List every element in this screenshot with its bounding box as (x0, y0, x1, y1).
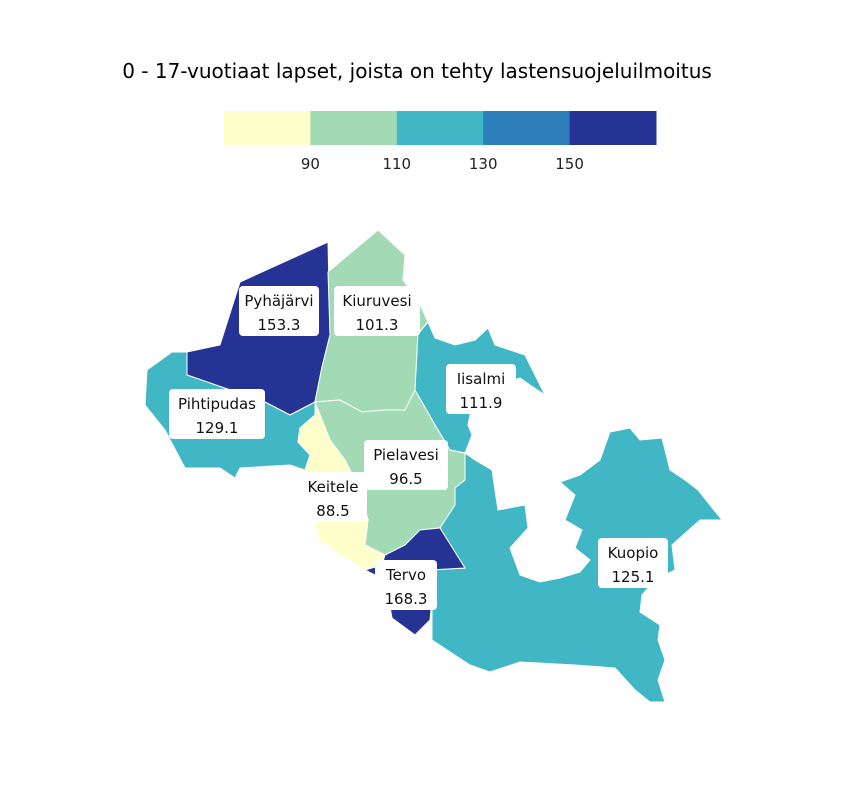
region-value: 111.9 (460, 394, 503, 412)
region-value: 88.5 (316, 502, 349, 520)
label-pihtipudas: Pihtipudas 129.1 (169, 389, 265, 439)
region-name: Pielavesi (373, 446, 439, 464)
label-box (299, 472, 367, 522)
label-box (598, 538, 668, 588)
label-box (375, 560, 437, 610)
region-name: Tervo (385, 566, 426, 584)
label-pyhajarvi: Pyhäjärvi 153.3 (239, 286, 319, 336)
label-box (239, 286, 319, 336)
legend-tick-130: 130 (469, 155, 498, 173)
region-name: Kuopio (608, 544, 659, 562)
label-box (364, 440, 448, 490)
label-tervo: Tervo 168.3 (375, 560, 437, 610)
legend-swatch-1 (224, 111, 311, 145)
label-box (446, 364, 516, 414)
legend-tick-110: 110 (382, 155, 411, 173)
region-name: Iisalmi (457, 370, 506, 388)
legend-tick-90: 90 (301, 155, 320, 173)
region-name: Kiuruvesi (342, 292, 411, 310)
label-iisalmi: Iisalmi 111.9 (446, 364, 516, 414)
region-value: 101.3 (356, 316, 399, 334)
legend-swatch-2 (310, 111, 398, 145)
region-value: 168.3 (385, 590, 428, 608)
value-labels-layer: Pyhäjärvi 153.3 Kiuruvesi 101.3 Iisalmi 111.9… (169, 286, 668, 610)
legend-tick-150: 150 (555, 155, 584, 173)
region-kuopio[interactable] (429, 427, 724, 703)
legend-swatch-4 (483, 111, 571, 145)
region-value: 129.1 (196, 419, 239, 437)
color-legend: 90 110 130 150 (224, 111, 657, 173)
label-box (169, 389, 265, 439)
region-name: Pyhäjärvi (244, 292, 313, 310)
map-title: 0 - 17-vuotiaat lapset, joista on tehty … (122, 59, 712, 83)
label-pielavesi: Pielavesi 96.5 (364, 440, 448, 490)
label-kiuruvesi: Kiuruvesi 101.3 (334, 286, 420, 336)
label-kuopio: Kuopio 125.1 (598, 538, 668, 588)
region-name: Pihtipudas (178, 395, 256, 413)
label-keitele: Keitele 88.5 (299, 472, 367, 522)
region-value: 125.1 (612, 568, 655, 586)
region-value: 96.5 (389, 470, 422, 488)
legend-swatch-3 (396, 111, 484, 145)
label-box (334, 286, 420, 336)
legend-swatch-5 (569, 111, 657, 145)
region-value: 153.3 (258, 316, 301, 334)
region-name: Keitele (308, 478, 359, 496)
